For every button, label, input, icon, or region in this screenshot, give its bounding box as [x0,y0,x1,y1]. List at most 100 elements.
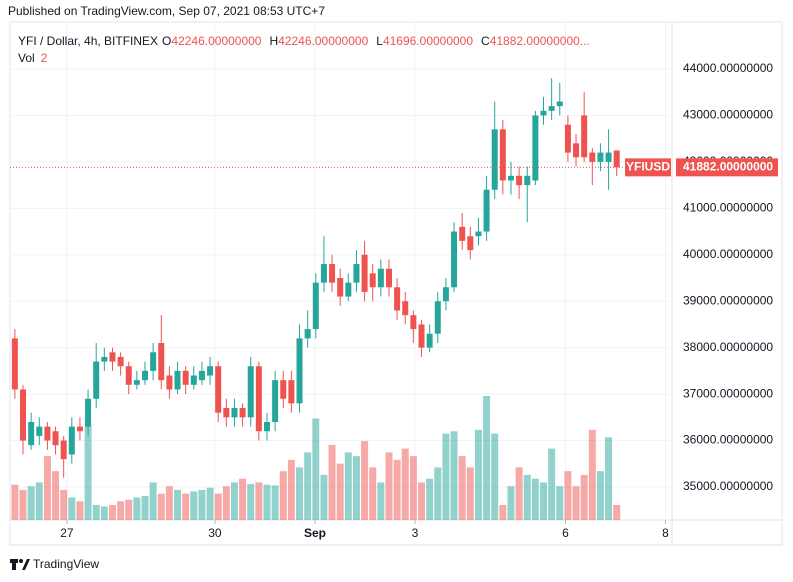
candle-body [93,361,100,399]
volume-bar [100,506,108,520]
volume-bar [279,471,287,520]
candle-body [239,408,246,418]
candle-body [556,101,563,107]
price-tag-label: 41882.00000000 [683,160,773,174]
x-tick-label: 27 [60,526,74,540]
candle-body [28,421,35,446]
legend-key: L [376,34,383,48]
y-tick-label: 36000.00000000 [683,433,773,447]
y-tick-label: 37000.00000000 [683,386,773,400]
logo-icon [10,559,30,570]
candle-body [263,421,270,432]
candle-body [36,426,43,436]
volume-bar [588,429,596,520]
candle-body [548,106,555,111]
candle-body [158,343,165,381]
candle-body [76,426,83,432]
chart-frame [9,21,783,546]
candle-body [540,110,547,116]
volume-bar [271,485,279,520]
volume-bar [76,501,84,520]
y-tick-label: 35000.00000000 [683,479,773,493]
footer-brand: TradingView [33,557,99,571]
candle-body [564,124,571,153]
x-tick-label: Sep [304,526,326,540]
volume-bar [605,437,613,520]
candle-body [597,152,604,162]
candle-body [142,370,149,381]
legend-value: 42246.00000000 [171,34,261,48]
legend-key: O [162,34,171,48]
candle-body [166,375,173,390]
candle-body [589,152,596,162]
candle-body [442,287,449,302]
volume-bar [393,459,401,520]
candle-body [304,329,311,339]
volume-bar [43,456,51,520]
candle-body [377,268,384,288]
x-tick-label: 8 [662,526,669,540]
candle-body [499,129,506,181]
volume-bar [426,478,434,520]
volume-bar [507,486,515,520]
candle-body [215,366,222,413]
candle-body [337,277,344,297]
volume-bar [84,426,92,520]
candle-body [182,370,189,385]
candle-body [434,301,441,334]
volume-bar [52,471,60,520]
volume-bar [458,456,466,520]
volume-legend-value: 2 [41,51,48,65]
candle-body [353,264,360,283]
legend-value: 42246.00000000 [278,34,368,48]
legend-key: C [481,34,490,48]
volume-bar [182,493,190,520]
volume-bar [296,467,304,520]
candle-body [329,264,336,283]
candle-body [516,175,523,186]
candle-body [272,380,279,422]
candle-body [613,150,620,168]
volume-bar [247,483,255,520]
volume-bar [336,463,344,520]
candle-body [418,324,425,348]
volume-bar [613,504,621,520]
volume-legend-key: Vol [18,51,35,65]
candle-body [255,366,262,432]
ticker-tag [625,158,671,177]
x-tick-label: 3 [412,526,419,540]
candle-body [605,152,612,162]
volume-bar [133,497,141,520]
volume-bar [523,474,531,520]
volume-bar [352,456,360,520]
candle-body [52,431,59,446]
candle-body [68,426,75,455]
legend-symbol: YFI / Dollar, 4h, BITFINEX [18,34,158,48]
volume-bar [141,495,149,520]
legend-key: H [269,34,278,48]
candle-body [426,333,433,348]
volume-bar [491,433,499,520]
price-tag [676,158,778,177]
volume-bar [27,486,35,520]
candle-body [223,408,230,418]
candle-body [296,338,303,404]
volume-bar [157,493,165,520]
candle-body [459,226,466,241]
volume-bar [60,489,68,520]
volume-bar [564,471,572,520]
volume-bar [483,396,491,520]
volume-bar [596,471,604,520]
volume-bar [214,493,222,520]
y-tick-label: 43000.00000000 [683,108,773,122]
y-tick-label: 44000.00000000 [683,61,773,75]
volume-bar [35,482,43,520]
candle-body [532,115,539,181]
volume-bar [385,452,393,520]
volume-legend: Vol 2 [18,51,48,65]
candle-body [475,231,482,237]
volume-bar [255,482,263,520]
candle-body [345,282,352,297]
